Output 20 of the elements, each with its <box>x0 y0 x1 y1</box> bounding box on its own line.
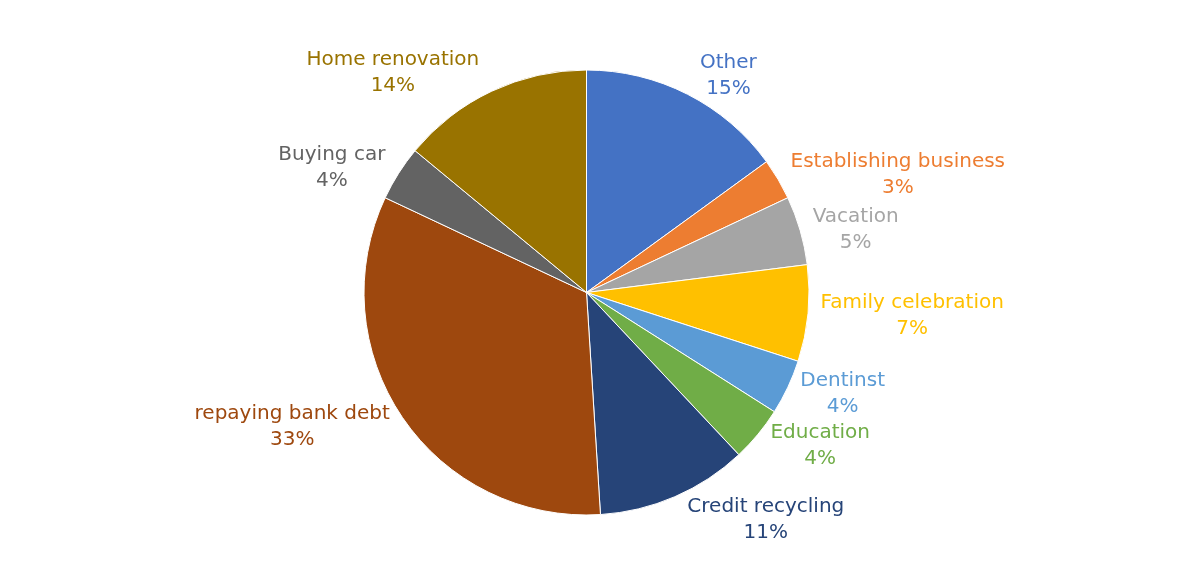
data-label: 15% <box>706 75 751 100</box>
data-label: 3% <box>881 173 914 198</box>
slice-label: Buying car <box>278 141 387 166</box>
data-label: 7% <box>896 314 929 339</box>
slice-label: Establishing business <box>790 147 1006 172</box>
data-label: 33% <box>269 426 315 451</box>
slice-label: Family celebration <box>820 288 1004 313</box>
data-label: 14% <box>370 71 416 96</box>
slice-label: Education <box>770 419 871 444</box>
slice-label: repaying bank debt <box>194 400 390 425</box>
slice-label: Dentinst <box>800 366 886 391</box>
data-label: 4% <box>804 445 837 470</box>
slice-label: Credit recycling <box>687 492 845 517</box>
data-label: 5% <box>839 229 872 254</box>
slice-label: Home renovation <box>306 45 480 70</box>
slice-label: Other <box>700 49 758 74</box>
slice-label: Vacation <box>812 203 899 228</box>
data-label: 11% <box>743 518 789 543</box>
data-label: 4% <box>826 392 859 417</box>
data-label: 4% <box>316 167 348 192</box>
